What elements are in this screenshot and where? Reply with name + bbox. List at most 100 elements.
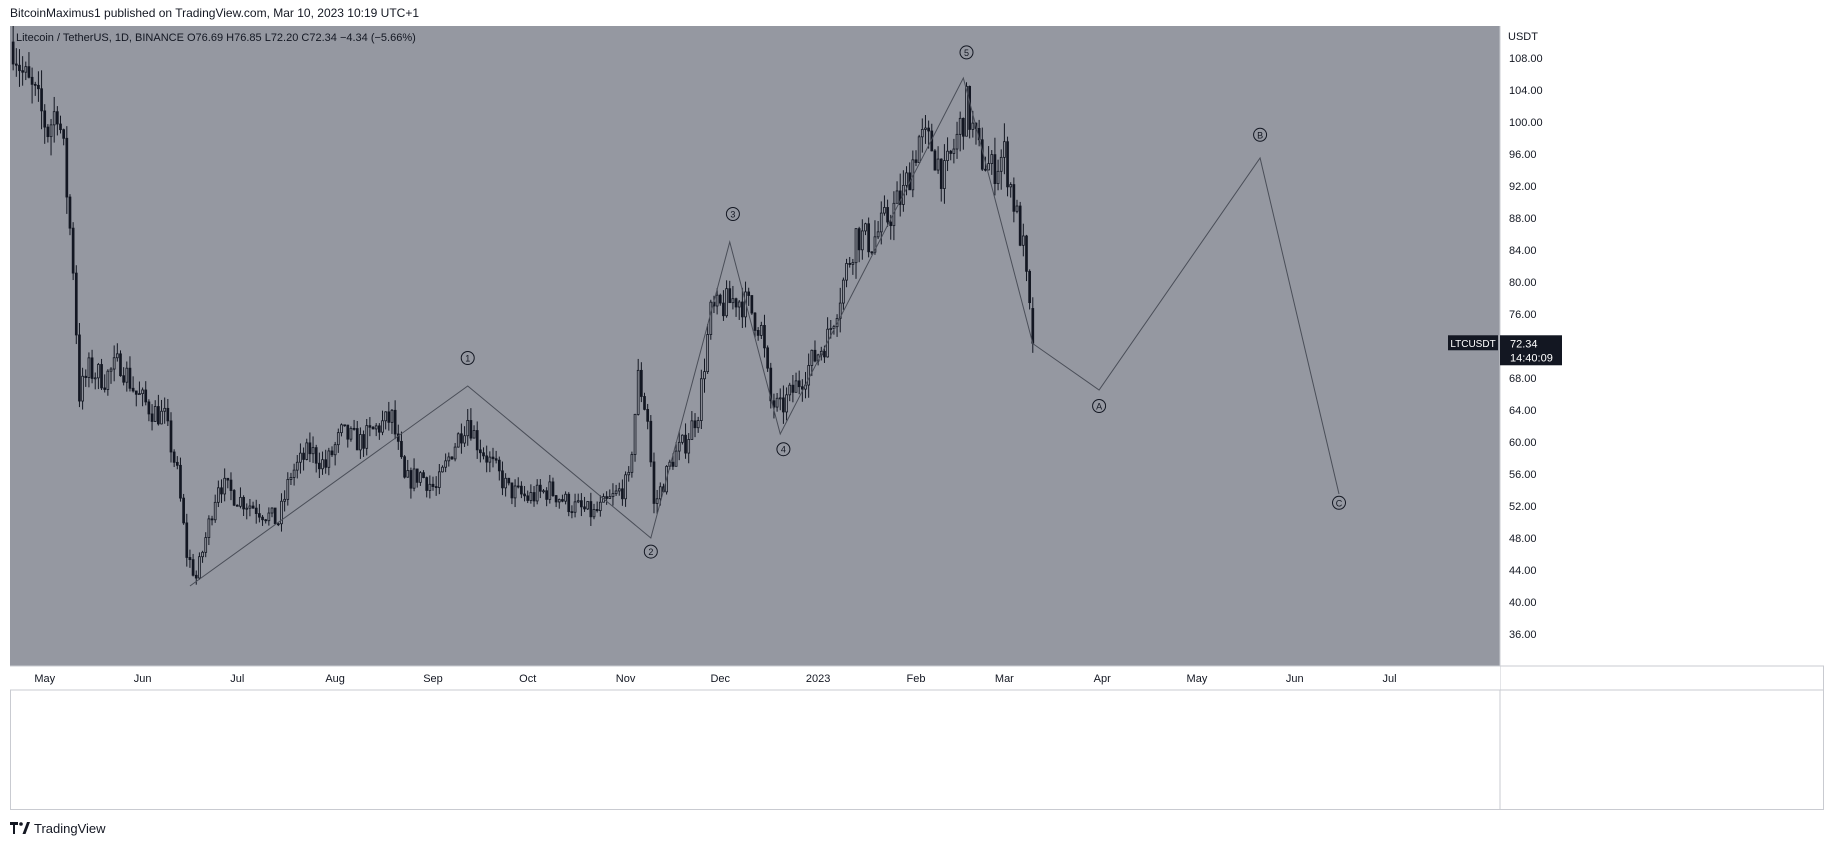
candle-body [567, 493, 571, 513]
wave-label: 2 [648, 547, 653, 557]
candle-body [497, 459, 501, 472]
candle-body [775, 397, 779, 408]
candle-body [106, 370, 110, 390]
candle-body [854, 228, 858, 264]
candle-body [153, 406, 157, 422]
candle-body [933, 150, 937, 171]
x-tick-label: Feb [907, 673, 926, 685]
candle-body [696, 420, 700, 429]
plot-area[interactable] [10, 26, 1500, 666]
symbol-legend[interactable]: Litecoin / TetherUS, 1D, BINANCE O76.69 … [16, 32, 416, 44]
y-tick-label: 56.00 [1509, 469, 1537, 481]
y-tick-label: 80.00 [1509, 277, 1537, 289]
x-tick-label: Jul [1382, 673, 1396, 685]
ticker-tag-label: LTCUSDT [1450, 339, 1495, 350]
candle-body [1018, 205, 1022, 246]
candle-body [333, 444, 337, 456]
candle-body [150, 413, 154, 422]
candle-body [138, 393, 141, 396]
candle-body [210, 518, 214, 521]
wave-label-circle [1092, 399, 1107, 413]
candle-body [658, 486, 662, 500]
candle-body [510, 482, 514, 499]
candle-body [778, 397, 782, 400]
candle-body [415, 468, 419, 483]
candle-body [630, 454, 634, 473]
candle-body [365, 425, 369, 449]
candle-body [1003, 141, 1006, 158]
candle-body [766, 347, 769, 369]
candle-body [573, 501, 577, 513]
candle-body [501, 470, 504, 489]
candle-body [949, 150, 953, 154]
candle-body [24, 66, 28, 73]
x-tick-label: May [34, 673, 55, 685]
candle-body [870, 251, 874, 254]
candle-body [927, 127, 930, 132]
candle-body [469, 420, 473, 439]
candle-body [690, 420, 694, 440]
candle-body [406, 470, 410, 478]
candle-body [592, 509, 596, 518]
candle-body [100, 364, 103, 389]
candle-body [242, 496, 245, 510]
tradingview-logo-icon[interactable] [10, 821, 30, 835]
candle-body [71, 227, 75, 274]
wave-label: C [1336, 498, 1343, 508]
candle-body [425, 477, 429, 491]
candle-body [829, 328, 833, 330]
candle-body [147, 401, 151, 415]
wave-label-circle [643, 544, 658, 559]
candle-body [97, 364, 100, 379]
candle-body [535, 484, 539, 502]
candle-body [286, 479, 290, 500]
candle-body [163, 407, 167, 412]
candle-body [314, 447, 318, 464]
elliott-wave-line[interactable] [189, 76, 1340, 587]
candle-body [987, 163, 990, 171]
candle-body [788, 384, 792, 396]
candle-body [229, 479, 233, 491]
candle-body [352, 427, 356, 430]
candle-body [687, 439, 691, 454]
time-axis[interactable] [10, 666, 1500, 690]
x-tick-label: Aug [325, 673, 345, 685]
candle-body [305, 442, 309, 460]
candle-body [479, 449, 482, 454]
candle-body [823, 350, 826, 358]
wave-label-circle [725, 207, 740, 221]
candle-body [1009, 184, 1013, 188]
candle-body [990, 154, 994, 164]
candle-body [441, 466, 444, 473]
x-tick-label: Mar [995, 673, 1014, 685]
candle-body [520, 485, 523, 495]
candle-body [390, 409, 394, 423]
candle-body [49, 124, 53, 138]
candle-body [785, 394, 788, 413]
y-tick-label: 104.00 [1509, 85, 1543, 97]
candle-body [400, 440, 403, 458]
candle-body [409, 470, 413, 489]
candle-body [434, 486, 438, 488]
candle-body [450, 456, 454, 460]
candle-body [965, 85, 968, 137]
candle-body [532, 492, 536, 502]
wave-label-circle [776, 442, 791, 457]
candle-body [725, 288, 728, 317]
candle-body [437, 471, 441, 488]
candle-body [993, 154, 997, 185]
x-tick-label: Jul [230, 673, 244, 685]
candle-body [545, 490, 548, 500]
candle-body [264, 519, 268, 522]
candle-body [261, 516, 264, 521]
x-tick-label: Oct [519, 673, 536, 685]
candle-body [144, 389, 148, 403]
candle-body [917, 136, 921, 163]
candlestick-chart[interactable]: USDT 36.00 40.00 44.00 48.00 52.00 56.00 60.00 6… [10, 26, 1824, 810]
candle-body [608, 496, 612, 499]
candle-body [115, 353, 119, 359]
candle-body [681, 434, 684, 443]
candle-body [570, 511, 574, 514]
candle-body [40, 88, 43, 112]
candle-body [753, 312, 757, 331]
